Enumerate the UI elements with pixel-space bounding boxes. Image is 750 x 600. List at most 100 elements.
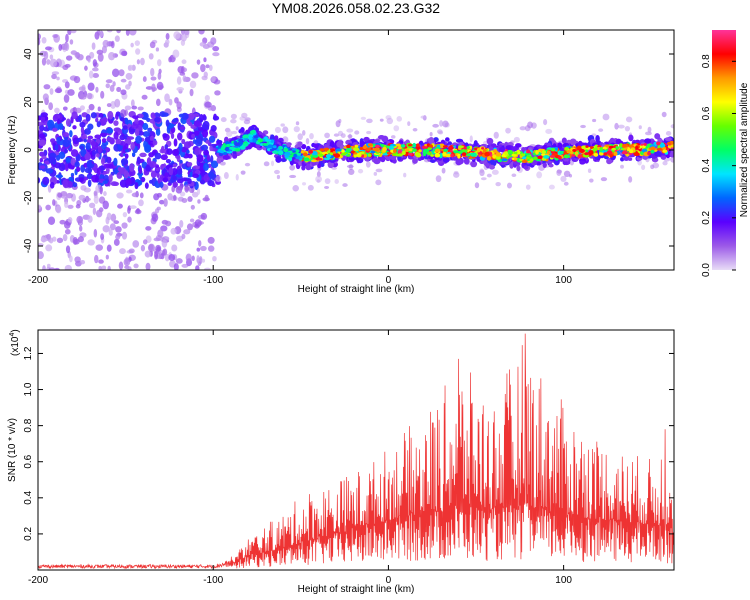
- spectrogram-halo-cell: [587, 168, 592, 173]
- spectrogram-ridge-cell: [367, 153, 372, 157]
- spectrogram-noise-cell: [118, 261, 124, 270]
- spectrogram-band-cell: [232, 153, 238, 159]
- spectrogram-ridge-cell: [415, 152, 422, 158]
- spectrogram-ridge-cell: [457, 153, 461, 159]
- spectrogram-ridge-cell: [234, 148, 241, 152]
- spectrogram-halo-cell: [324, 185, 330, 189]
- spectrogram-noise-cell: [194, 147, 202, 156]
- spectrogram-ridge-cell: [647, 151, 652, 156]
- spectrogram-noise-cell: [210, 124, 217, 132]
- spectrogram-halo-cell: [360, 116, 367, 120]
- spectrogram-halo-cell: [235, 174, 239, 181]
- spectrogram-noise-cell: [196, 59, 201, 65]
- spectrogram-halo-cell: [453, 172, 460, 178]
- spectrogram-noise-cell: [181, 233, 186, 240]
- spectrogram-noise-cell: [171, 244, 178, 252]
- spectrogram-band-cell: [664, 137, 672, 142]
- spectrogram-noise-cell: [83, 138, 88, 143]
- colorbar-label: Normalized spectral amplitude: [739, 82, 750, 217]
- snr-frame: [37, 329, 675, 571]
- spectrogram-noise-cell: [60, 192, 68, 199]
- spectrogram-noise-cell: [119, 152, 124, 158]
- spectrogram-noise-cell: [97, 145, 103, 154]
- spectrogram-noise-cell: [62, 179, 69, 188]
- spectrogram-ridge-cell: [659, 143, 666, 149]
- spectrogram-noise-cell: [113, 157, 118, 167]
- spectrogram-noise-cell: [48, 156, 56, 164]
- spectrogram-noise-cell: [155, 128, 161, 136]
- spectrogram-halo-cell: [407, 121, 411, 126]
- spectrogram-noise-cell: [179, 191, 186, 197]
- spectrogram-ridge-cell: [222, 152, 228, 155]
- spectrogram-noise-cell: [140, 244, 146, 252]
- spectrogram-ridge-cell: [341, 149, 345, 153]
- spectrogram-halo-cell: [235, 126, 239, 131]
- spectrogram-noise-cell: [91, 42, 96, 50]
- spectrogram-ridge-cell: [359, 146, 364, 151]
- spectrogram-noise-cell: [195, 265, 200, 270]
- spectrogram-noise-cell: [151, 83, 156, 93]
- spectrogram-ridge-cell: [599, 147, 604, 151]
- spectrogram-noise-cell: [95, 117, 99, 123]
- spectrogram-noise-cell: [163, 198, 168, 207]
- spectrogram-ridge-cell: [481, 146, 485, 150]
- spectrogram-ridge-cell: [317, 157, 323, 161]
- spectrogram-noise-cell: [191, 191, 199, 198]
- spectrogram-noise-cell: [69, 39, 74, 45]
- spectrogram-noise-cell: [105, 79, 113, 84]
- spectrogram-noise-cell: [177, 65, 184, 74]
- spectrogram-band-cell: [569, 138, 577, 146]
- spectrogram-noise-cell: [115, 138, 122, 145]
- spectrogram-noise-cell: [78, 194, 86, 201]
- snr-ytick-label: 0.8: [23, 418, 34, 432]
- spectrogram-noise-cell: [145, 86, 153, 90]
- spectrogram-noise-cell: [184, 184, 190, 193]
- spectrogram-ridge-cell: [264, 136, 268, 140]
- spectrogram-noise-cell: [132, 152, 136, 157]
- spectrogram-noise-cell: [196, 255, 200, 264]
- spectrogram-noise-cell: [156, 81, 164, 91]
- spectrogram-band-cell: [498, 147, 506, 153]
- spectrogram-ridge-cell: [288, 154, 294, 158]
- spectrogram-noise-cell: [92, 207, 97, 215]
- spectrogram-noise-cell: [207, 179, 215, 187]
- spectrogram-band-cell: [548, 163, 554, 168]
- spectrogram-noise-cell: [49, 88, 54, 95]
- spectrogram-noise-cell: [150, 76, 157, 81]
- spectrogram-band-cell: [488, 164, 495, 170]
- spectrogram-noise-cell: [189, 80, 197, 89]
- spectrogram-ridge-cell: [380, 143, 385, 148]
- spectrogram-noise-cell: [92, 67, 99, 72]
- spectrogram-ridge-cell: [404, 148, 410, 152]
- spectrogram-halo-cell: [645, 131, 652, 136]
- spectrogram-noise-cell: [162, 177, 169, 183]
- spectrogram-halo-cell: [333, 133, 340, 137]
- spectrogram-halo-cell: [274, 126, 281, 134]
- spectrogram-noise-cell: [52, 199, 56, 206]
- spectrogram-halo-cell: [568, 173, 573, 178]
- spectrogram-noise-cell: [203, 267, 211, 270]
- spectrogram-ridge-cell: [470, 152, 477, 157]
- spectrogram-noise-cell: [92, 59, 98, 67]
- spectrogram-noise-cell: [179, 159, 183, 164]
- snr-scale-base: (x10: [10, 336, 21, 356]
- spectrogram-noise-cell: [150, 170, 157, 179]
- spectrogram-ridge-cell: [373, 147, 380, 152]
- spectrogram-noise-cell: [207, 236, 215, 244]
- spectrogram-noise-cell: [196, 188, 201, 195]
- spectrogram-noise-cell: [115, 226, 122, 233]
- colorbar-tick-label: 0.6: [701, 106, 712, 120]
- spectrogram-band-cell: [542, 162, 547, 168]
- spectrogram-halo-cell: [525, 184, 531, 190]
- spectrogram-halo-cell: [297, 133, 303, 141]
- spectrogram-noise-cell: [130, 99, 135, 107]
- spectrogram-ytick-label: 40: [23, 48, 34, 60]
- spectrogram-noise-cell: [202, 115, 207, 121]
- spectrogram-noise-cell: [164, 172, 169, 178]
- spectrogram-band-cell: [516, 165, 521, 172]
- spectrogram-ridge-cell: [257, 138, 264, 143]
- spectrogram-noise-cell: [48, 102, 54, 111]
- spectrogram-ridge-cell: [524, 152, 531, 156]
- spectrogram-ridge-cell: [535, 150, 539, 155]
